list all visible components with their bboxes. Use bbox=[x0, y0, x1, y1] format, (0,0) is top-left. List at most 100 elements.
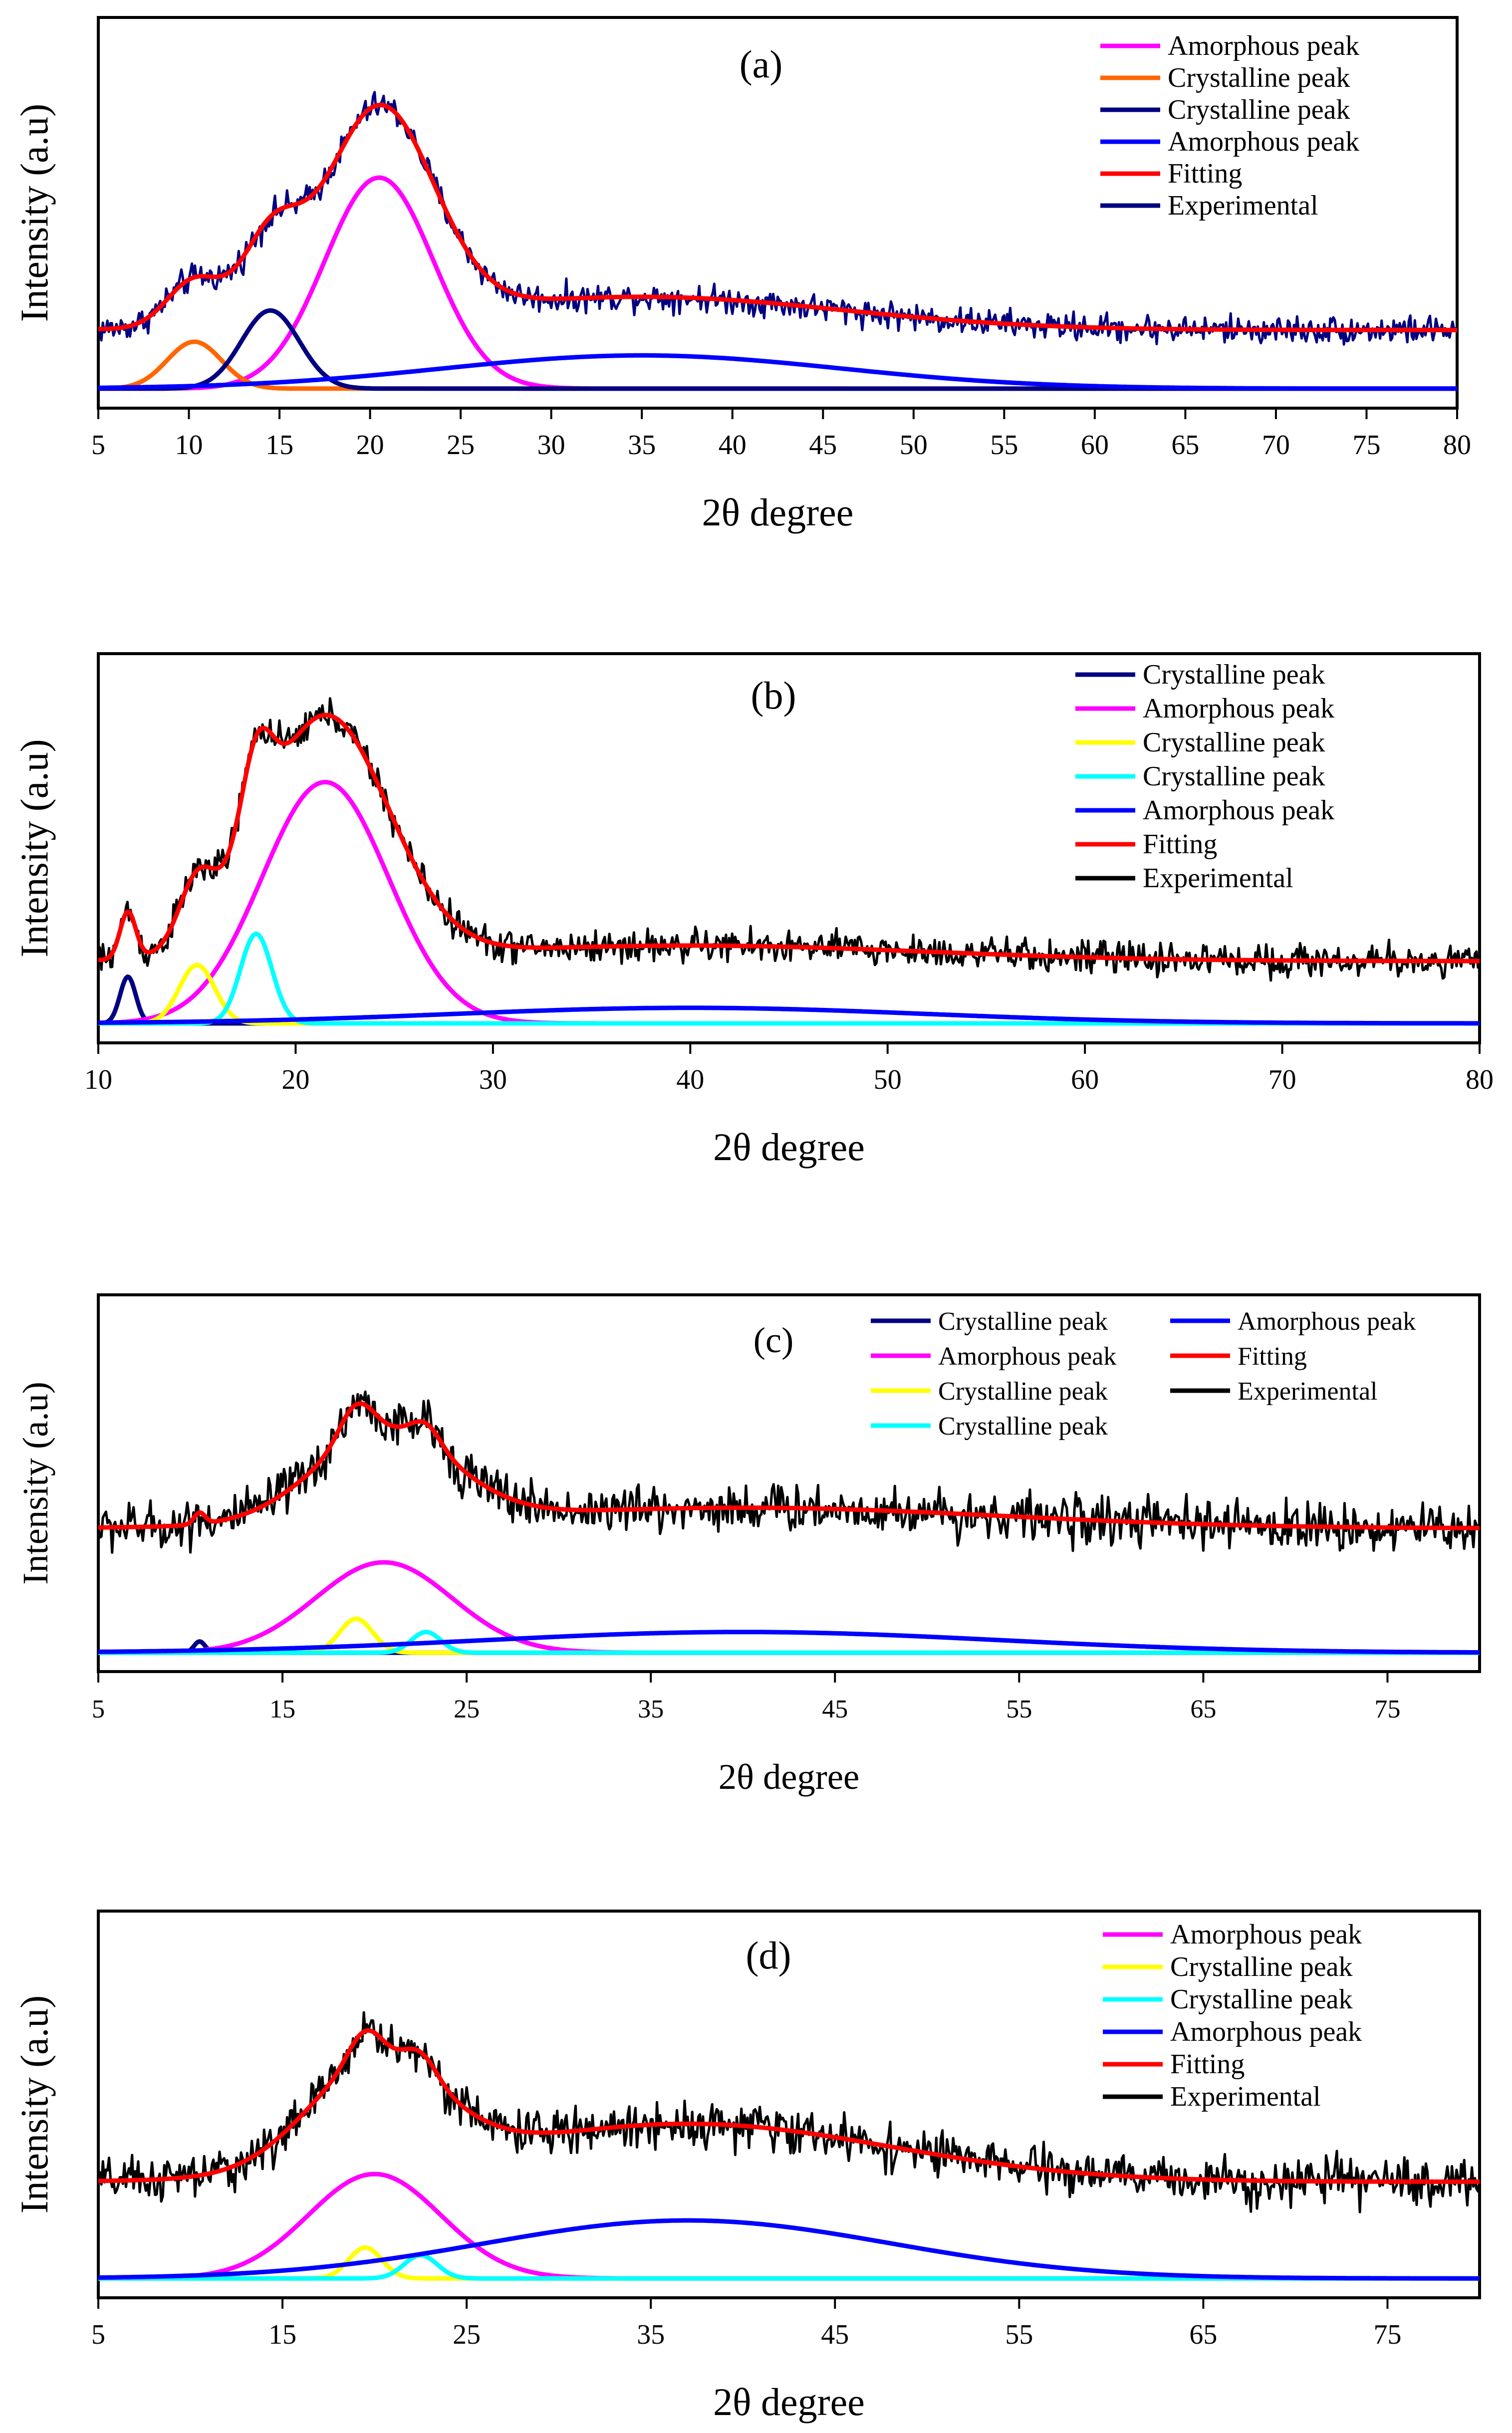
x-tick-label: 35 bbox=[628, 430, 656, 461]
x-tick-label: 10 bbox=[175, 430, 203, 461]
peak-line-4 bbox=[98, 353, 1457, 391]
x-tick-label: 25 bbox=[454, 1695, 480, 1723]
x-tick-label: 65 bbox=[1190, 1695, 1216, 1723]
x-axis-label: 2θ degree bbox=[702, 490, 854, 534]
legend-label: Fitting bbox=[1168, 158, 1242, 189]
legend-label: Experimental bbox=[1143, 863, 1293, 894]
experimental-line bbox=[98, 91, 1457, 346]
legend-label: Fitting bbox=[1238, 1342, 1307, 1371]
x-tick-label: 25 bbox=[453, 2319, 481, 2350]
x-tick-label: 45 bbox=[809, 430, 837, 461]
panel-label: (b) bbox=[751, 674, 796, 717]
legend-label: Crystalline peak bbox=[938, 1307, 1108, 1336]
x-tick-label: 70 bbox=[1268, 1064, 1296, 1095]
legend-label: Amorphous peak bbox=[1168, 30, 1359, 61]
legend-label: Crystalline peak bbox=[1170, 1984, 1352, 2015]
peak-line-3 bbox=[98, 308, 1457, 391]
peak-line-5 bbox=[98, 1630, 1480, 1655]
plot-area bbox=[98, 697, 1480, 1026]
x-tick-label: 55 bbox=[990, 430, 1018, 461]
legend-label: Fitting bbox=[1143, 829, 1217, 860]
legend-label: Crystalline peak bbox=[1168, 62, 1350, 93]
y-axis-label: Intensity (a.u) bbox=[12, 739, 56, 958]
peak-line-5 bbox=[98, 1005, 1480, 1026]
legend-label: Crystalline peak bbox=[938, 1412, 1108, 1441]
x-tick-label: 60 bbox=[1071, 1064, 1099, 1095]
legend-label: Amorphous peak bbox=[1168, 126, 1359, 157]
x-tick-label: 5 bbox=[91, 430, 105, 461]
x-tick-label: 80 bbox=[1466, 1064, 1494, 1095]
x-tick-label: 65 bbox=[1189, 2319, 1217, 2350]
x-tick-label: 55 bbox=[1006, 1695, 1032, 1723]
chart-panel-1: 5 10 15 20 25 30 35 40 45 50 55 60 65 70 75 80 2θ degree… bbox=[12, 16, 1471, 534]
peak-line-1 bbox=[98, 974, 1480, 1026]
peak-line-4 bbox=[98, 2218, 1480, 2281]
x-tick-label: 70 bbox=[1262, 430, 1290, 461]
legend-label: Amorphous peak bbox=[1170, 1919, 1362, 1950]
x-tick-label: 20 bbox=[356, 430, 384, 461]
x-tick-label: 50 bbox=[900, 430, 928, 461]
x-tick-label: 10 bbox=[84, 1064, 112, 1095]
panel-label: (a) bbox=[740, 42, 783, 86]
fitting-line bbox=[98, 1401, 1480, 1530]
plot-frame bbox=[97, 1293, 1481, 1673]
x-axis-label: 2θ degree bbox=[713, 1125, 865, 1169]
panel-label: (c) bbox=[754, 1320, 794, 1360]
x-tick-label: 40 bbox=[719, 430, 747, 461]
legend-label: Experimental bbox=[1168, 190, 1318, 221]
x-tick-label: 15 bbox=[269, 1695, 295, 1723]
peak-line-2 bbox=[98, 2245, 1480, 2281]
legend-label: Crystalline peak bbox=[1170, 1951, 1352, 1982]
x-tick-label: 30 bbox=[479, 1064, 507, 1095]
legend: Crystalline peak Amorphous peak Crystallin… bbox=[871, 1307, 1416, 1441]
plot-area bbox=[98, 2011, 1480, 2281]
legend-label: Amorphous peak bbox=[1143, 795, 1334, 826]
x-tick-label: 40 bbox=[676, 1064, 704, 1095]
plot-frame bbox=[97, 652, 1481, 1044]
x-tick-label: 5 bbox=[91, 2319, 105, 2350]
y-axis-label: Intensity (a.u) bbox=[12, 1995, 56, 2214]
x-tick-label: 80 bbox=[1443, 430, 1471, 461]
x-axis-label: 2θ degree bbox=[713, 2380, 865, 2424]
x-tick-label: 15 bbox=[268, 2319, 296, 2350]
x-tick-label: 25 bbox=[447, 430, 475, 461]
x-tick-label: 15 bbox=[265, 430, 293, 461]
fitting-line bbox=[98, 2028, 1480, 2184]
plot-frame bbox=[97, 16, 1459, 410]
peak-line-4 bbox=[98, 1630, 1480, 1655]
x-tick-label: 30 bbox=[537, 430, 565, 461]
plot-area bbox=[98, 91, 1457, 391]
x-tick-label: 60 bbox=[1081, 430, 1109, 461]
experimental-line bbox=[98, 1390, 1480, 1554]
legend-label: Crystalline peak bbox=[1143, 659, 1325, 690]
fitting-line bbox=[98, 713, 1480, 964]
x-tick-label: 20 bbox=[281, 1064, 309, 1095]
panel-label: (d) bbox=[746, 1934, 791, 1977]
x-tick-label: 55 bbox=[1005, 2319, 1033, 2350]
legend-label: Crystalline peak bbox=[1143, 727, 1325, 758]
x-tick-label: 5 bbox=[92, 1695, 105, 1723]
legend-label: Amorphous peak bbox=[1238, 1307, 1416, 1336]
y-axis-label: Intensity (a.u) bbox=[15, 1382, 55, 1585]
legend-label: Amorphous peak bbox=[1143, 693, 1334, 724]
x-tick-label: 45 bbox=[822, 1695, 848, 1723]
x-tick-label: 35 bbox=[638, 1695, 664, 1723]
y-axis-label: Intensity (a.u) bbox=[12, 104, 56, 322]
fitting-line bbox=[98, 102, 1457, 332]
x-tick-label: 75 bbox=[1374, 1695, 1400, 1723]
x-axis-label: 2θ degree bbox=[719, 1756, 859, 1797]
legend-label: Crystalline peak bbox=[1168, 94, 1350, 125]
chart-panel-3: 5 15 25 35 45 55 65 75 2θ degree Intensity (a.u) (… bbox=[15, 1293, 1481, 1797]
plot-frame bbox=[97, 1910, 1481, 2299]
x-tick-label: 50 bbox=[874, 1064, 902, 1095]
legend-label: Experimental bbox=[1238, 1377, 1378, 1406]
x-tick-label: 75 bbox=[1352, 430, 1380, 461]
chart-panel-2: 10 20 30 40 50 60 70 80 2θ degree Intensity (a.u)… bbox=[12, 652, 1494, 1169]
legend-label: Fitting bbox=[1170, 2049, 1245, 2080]
legend-label: Amorphous peak bbox=[1170, 2016, 1362, 2047]
x-tick-label: 35 bbox=[637, 2319, 665, 2350]
legend-label: Crystalline peak bbox=[1143, 761, 1325, 792]
